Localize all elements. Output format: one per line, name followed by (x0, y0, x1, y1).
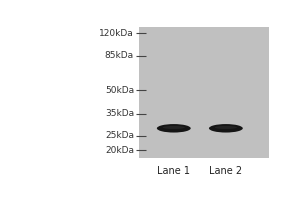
Text: 35kDa: 35kDa (105, 109, 134, 118)
Text: 25kDa: 25kDa (105, 131, 134, 140)
Ellipse shape (163, 126, 185, 129)
Text: 50kDa: 50kDa (105, 86, 134, 95)
Text: 20kDa: 20kDa (105, 146, 134, 155)
Ellipse shape (157, 124, 191, 133)
Bar (139, 27, 269, 158)
Text: 85kDa: 85kDa (105, 51, 134, 60)
Text: Lane 2: Lane 2 (209, 166, 242, 176)
Text: 120kDa: 120kDa (99, 29, 134, 38)
Ellipse shape (215, 126, 237, 129)
Text: Lane 1: Lane 1 (157, 166, 190, 176)
Ellipse shape (209, 124, 243, 133)
